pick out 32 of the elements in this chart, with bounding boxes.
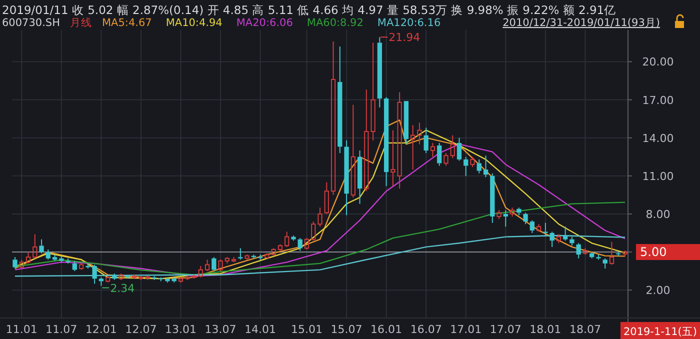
annotation: 2.34 (110, 282, 135, 295)
x-tick-label: 17.01 (450, 323, 482, 336)
legend: MA5:4.67 MA10:4.94 MA20:6.06 MA60:8.92 MA120:6.16 (102, 17, 441, 29)
x-tick-label: 18.01 (530, 323, 562, 336)
ref-line-label: 5.00 (640, 245, 667, 260)
x-tick-label: 12.01 (85, 323, 117, 336)
x-tick-label: 12.07 (125, 323, 157, 336)
x-tick-label: 11.01 (6, 323, 38, 336)
annotation-low: 2.34 (102, 282, 135, 295)
y-tick-label: 20.00 (642, 56, 674, 69)
x-tick-label: 15.01 (290, 323, 322, 336)
x-tick-label: 11.07 (46, 323, 78, 336)
y-tick-label: 2.00 (646, 284, 670, 298)
x-tick-label: 14.01 (244, 323, 276, 336)
y-tick-label: 14.00 (642, 132, 674, 145)
chart-subtitle: 600730.SH (2, 17, 60, 29)
text: 2019-1-11(五) (623, 326, 697, 338)
x-tick-label: 13.01 (165, 323, 197, 336)
chart-title: 2019/01/11 收 5.02 幅 2.87%(0.14) 开 4.85 高 5.11 低 4.66 均 4.97 量 58.53万 换 9.98% 振 9.22% 额 2.91亿 (2, 3, 616, 17)
text: 月线 (70, 16, 92, 29)
x-tick-label: 16.07 (410, 323, 442, 336)
x-tick-label: 17.07 (490, 323, 522, 336)
annotation: 21.94 (388, 31, 420, 44)
x-tick-label: 18.07 (569, 323, 601, 336)
x-tick-label: 13.07 (204, 323, 236, 336)
y-tick-label: 17.00 (642, 94, 674, 107)
x-tick-label: 16.01 (370, 323, 402, 336)
y-tick-label: 11.00 (642, 170, 674, 183)
x-tick-label: 15.07 (330, 323, 362, 336)
annotation-high: 21.94 (380, 31, 420, 44)
y-tick-label: 8.00 (646, 208, 670, 221)
text: 2010/12/31-2019/01/11(93月) (502, 17, 660, 29)
